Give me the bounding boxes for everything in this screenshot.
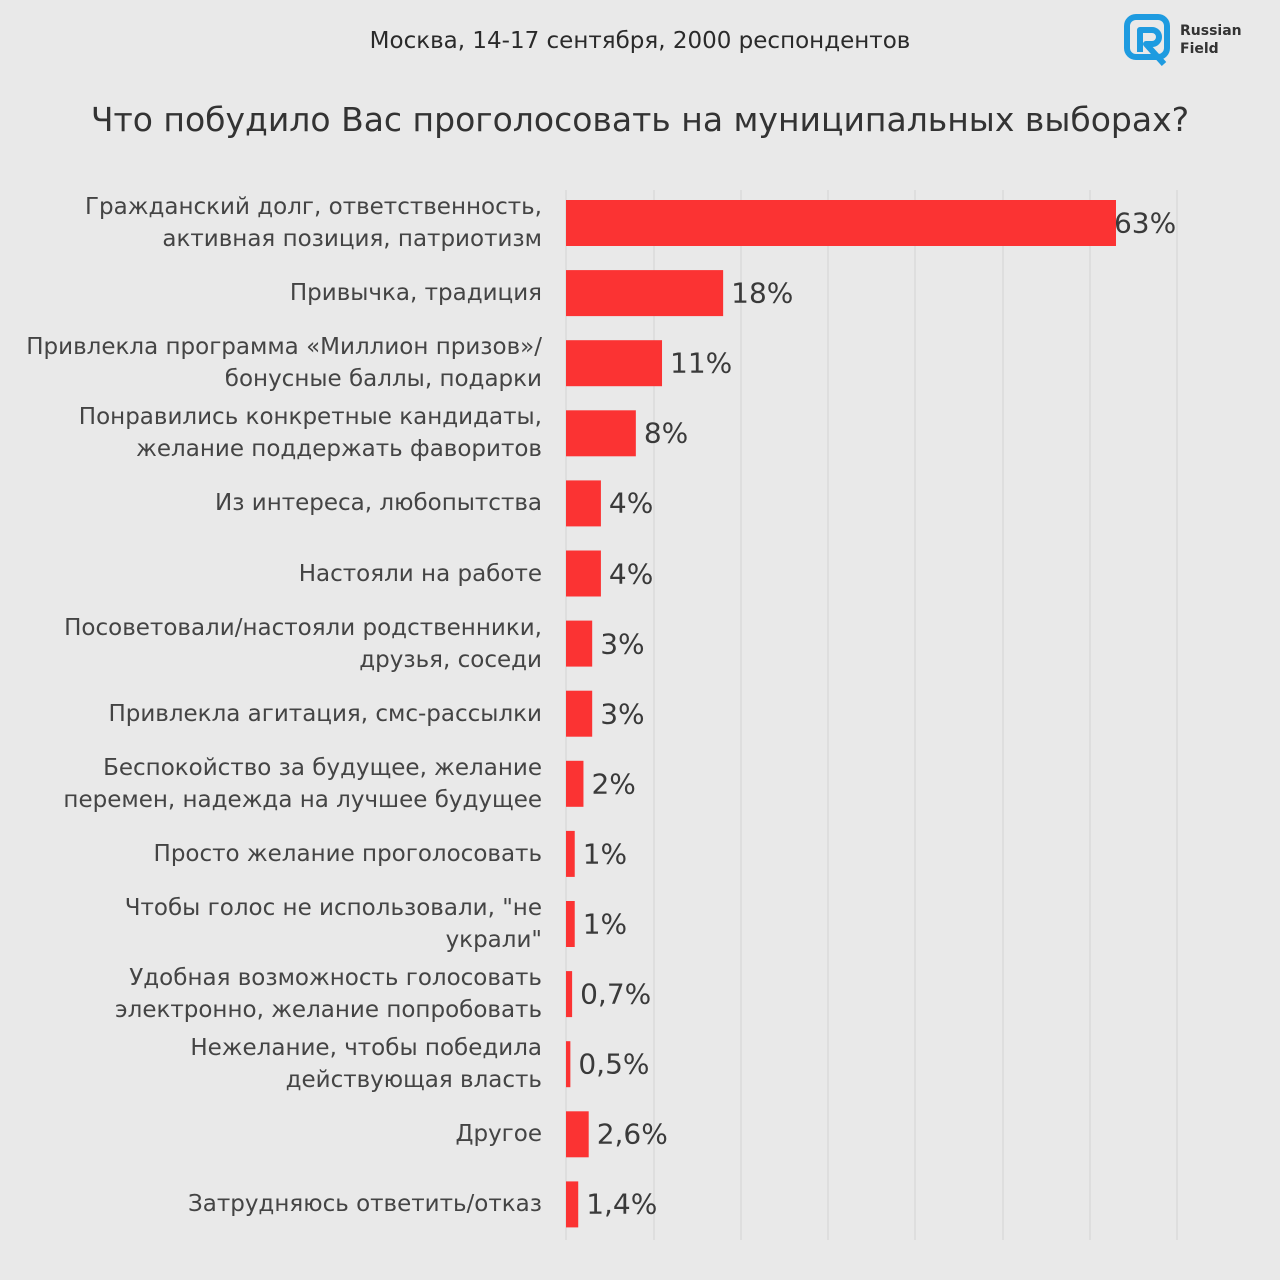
value-label: 18% [731, 276, 794, 310]
category-label: Привлекла агитация, смс-рассылки [108, 700, 542, 727]
bar [566, 410, 636, 457]
bar-chart-canvas [565, 190, 1178, 1240]
value-label: 8% [643, 416, 689, 450]
category-label: Посоветовали/настояли родственники, друз… [64, 614, 542, 673]
value-label: 11% [670, 346, 733, 380]
bar [566, 620, 593, 667]
bar [566, 760, 584, 807]
value-label: 63% [1113, 206, 1177, 240]
category-label: Привлекла программа «Миллион призов»/ бо… [26, 334, 542, 393]
bar [566, 690, 593, 737]
value-label: 1% [582, 907, 628, 941]
value-label: 4% [608, 557, 654, 590]
bar [566, 550, 601, 597]
bar [566, 270, 724, 317]
value-label: 3% [600, 627, 645, 661]
logo-text-line2: Field [1180, 41, 1219, 57]
bar [566, 901, 575, 947]
value-label: 1% [582, 837, 628, 871]
category-label: Из интереса, любопытства [215, 490, 542, 517]
category-label: Настояли на работе [298, 560, 542, 587]
chart-title: Что побудило Вас проголосовать на муници… [90, 100, 1190, 139]
category-label: Другое [455, 1121, 543, 1148]
russian-field-logo: Russian Field [1124, 14, 1254, 70]
value-label: 0,5% [578, 1047, 650, 1081]
category-label: Затрудняюсь ответить/отказ [187, 1191, 542, 1218]
bar [566, 480, 601, 527]
bar [566, 1181, 579, 1228]
logo-mark-icon [1124, 14, 1170, 67]
category-label: Гражданский долг, ответственность, актив… [85, 194, 542, 252]
value-label: 4% [608, 486, 654, 520]
bar [566, 830, 575, 877]
category-label: Привычка, традиция [289, 280, 542, 307]
bar [566, 200, 1116, 246]
category-label: Понравились конкретные кандидаты, желани… [78, 404, 542, 463]
bar [566, 1041, 571, 1088]
chart-subtitle: Москва, 14-17 сентября, 2000 респонденто… [369, 28, 911, 54]
logo-text-line1: Russian [1180, 23, 1242, 39]
bar-chart: Гражданский долг, ответственность, актив… [0, 185, 1280, 1245]
value-label: 3% [600, 697, 645, 731]
value-label: 2,6% [596, 1117, 668, 1151]
category-label: Чтобы голос не использовали, "не украли" [124, 895, 542, 953]
value-label: 1,4% [586, 1187, 658, 1221]
bar [566, 1111, 589, 1158]
bar [566, 340, 663, 387]
value-label: 0,7% [580, 977, 652, 1011]
bar [566, 971, 573, 1018]
category-label: Нежелание, чтобы победила действующая вл… [190, 1035, 542, 1094]
category-label: Просто желание проголосовать [153, 840, 542, 867]
value-label: 2% [591, 767, 636, 801]
category-label: Беспокойство за будущее, желание перемен… [63, 754, 542, 813]
category-label: Удобная возможность голосовать электронн… [115, 965, 542, 1024]
